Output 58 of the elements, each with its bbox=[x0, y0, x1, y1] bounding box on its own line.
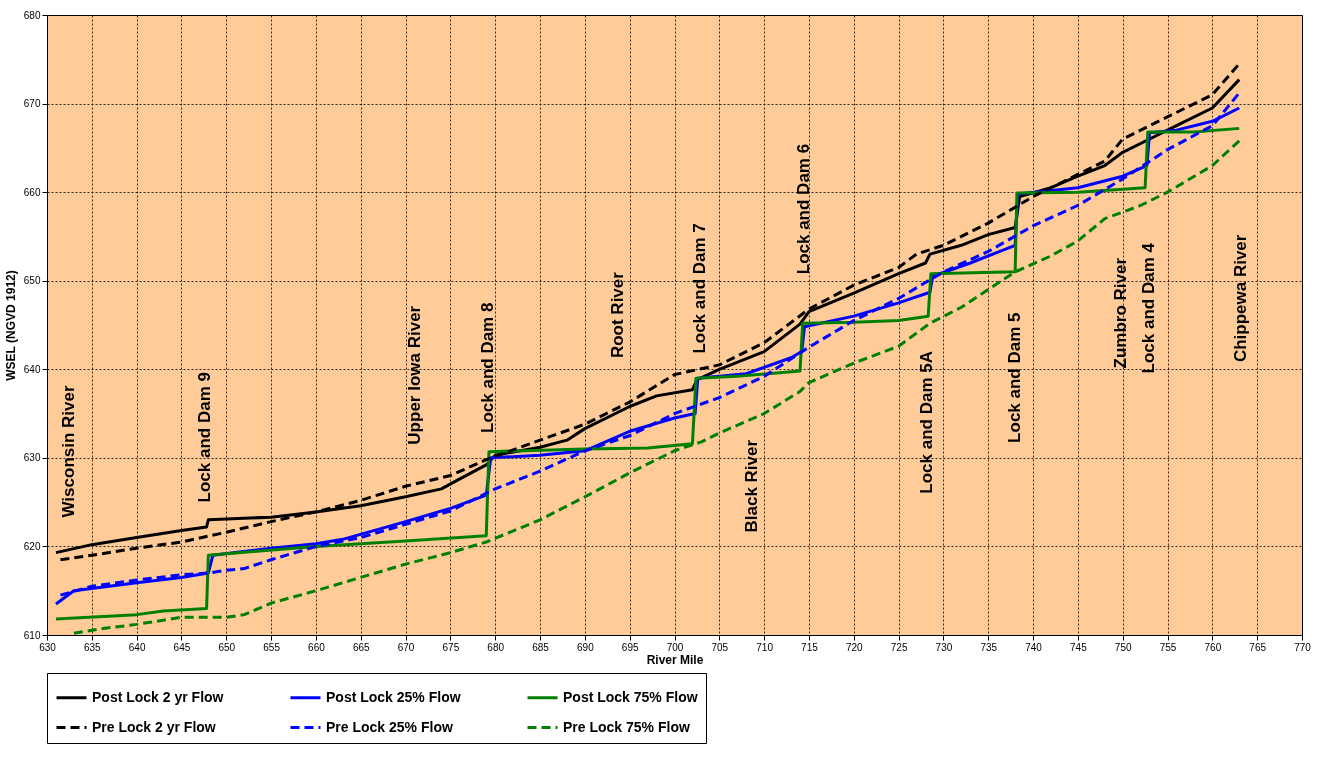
annotation: Upper Iowa River bbox=[404, 305, 424, 445]
x-tick-label: 770 bbox=[1294, 641, 1312, 653]
x-tick-label: 705 bbox=[711, 641, 729, 653]
legend-label: Post Lock 2 yr Flow bbox=[92, 688, 224, 705]
y-tick-label: 620 bbox=[23, 540, 41, 552]
annotation: Black River bbox=[742, 439, 762, 533]
y-tick-label: 680 bbox=[23, 9, 41, 21]
y-tick-label: 670 bbox=[23, 98, 41, 110]
x-tick-label: 700 bbox=[666, 641, 684, 653]
y-tick-label: 660 bbox=[23, 186, 41, 198]
x-tick-label: 680 bbox=[487, 641, 505, 653]
x-tick-label: 725 bbox=[890, 641, 908, 653]
y-tick-label: 650 bbox=[23, 275, 41, 287]
annotation: Lock and Dam 6 bbox=[793, 143, 813, 275]
y-tick-label: 640 bbox=[23, 363, 41, 375]
annotation: Lock and Dam 5A bbox=[916, 351, 936, 494]
x-tick-label: 675 bbox=[442, 641, 460, 653]
legend-label: Post Lock 75% Flow bbox=[563, 688, 698, 705]
x-tick-label: 710 bbox=[756, 641, 774, 653]
annotation: Lock and Dam 7 bbox=[689, 223, 709, 354]
legend-label: Pre Lock 25% Flow bbox=[326, 718, 453, 735]
x-tick-label: 685 bbox=[532, 641, 550, 653]
x-tick-label: 715 bbox=[801, 641, 819, 653]
y-tick-label: 610 bbox=[23, 629, 41, 641]
x-tick-label: 735 bbox=[980, 641, 998, 653]
x-tick-label: 730 bbox=[935, 641, 953, 653]
x-tick-label: 755 bbox=[1159, 641, 1177, 653]
x-axis-title: River Mile bbox=[646, 652, 704, 667]
x-tick-label: 745 bbox=[1070, 641, 1088, 653]
x-tick-label: 760 bbox=[1204, 641, 1222, 653]
x-tick-label: 665 bbox=[352, 641, 371, 653]
x-tick-label: 690 bbox=[577, 641, 595, 653]
annotation: Lock and Dam 5 bbox=[1004, 312, 1024, 443]
x-tick-label: 740 bbox=[1025, 641, 1043, 653]
annotation: Lock and Dam 8 bbox=[477, 302, 497, 433]
x-tick-label: 750 bbox=[1114, 641, 1132, 653]
legend-label: Pre Lock 75% Flow bbox=[563, 718, 690, 735]
annotation: Wisconsin River bbox=[58, 385, 78, 518]
y-tick-label: 630 bbox=[23, 452, 41, 464]
x-tick-label: 720 bbox=[845, 641, 864, 653]
x-tick-label: 670 bbox=[397, 641, 415, 653]
x-tick-label: 655 bbox=[263, 641, 281, 653]
legend-label: Post Lock 25% Flow bbox=[326, 688, 461, 705]
y-axis-title: WSEL (NGVD 1912) bbox=[3, 270, 18, 381]
annotation: Lock and Dam 9 bbox=[195, 372, 215, 503]
x-tick-label: 650 bbox=[218, 641, 236, 653]
x-tick-label: 635 bbox=[83, 641, 102, 653]
annotation: Lock and Dam 4 bbox=[1138, 242, 1158, 374]
x-tick-label: 630 bbox=[39, 641, 57, 653]
x-tick-label: 660 bbox=[308, 641, 326, 653]
legend-label: Pre Lock 2 yr Flow bbox=[92, 718, 216, 735]
x-tick-label: 640 bbox=[128, 641, 146, 653]
x-tick-label: 765 bbox=[1249, 641, 1267, 653]
x-tick-label: 645 bbox=[173, 641, 191, 653]
x-tick-label: 695 bbox=[621, 641, 639, 653]
annotation: Root River bbox=[608, 271, 628, 359]
annotation: Chippewa River bbox=[1230, 234, 1250, 363]
annotation: Zumbro River bbox=[1111, 257, 1131, 369]
